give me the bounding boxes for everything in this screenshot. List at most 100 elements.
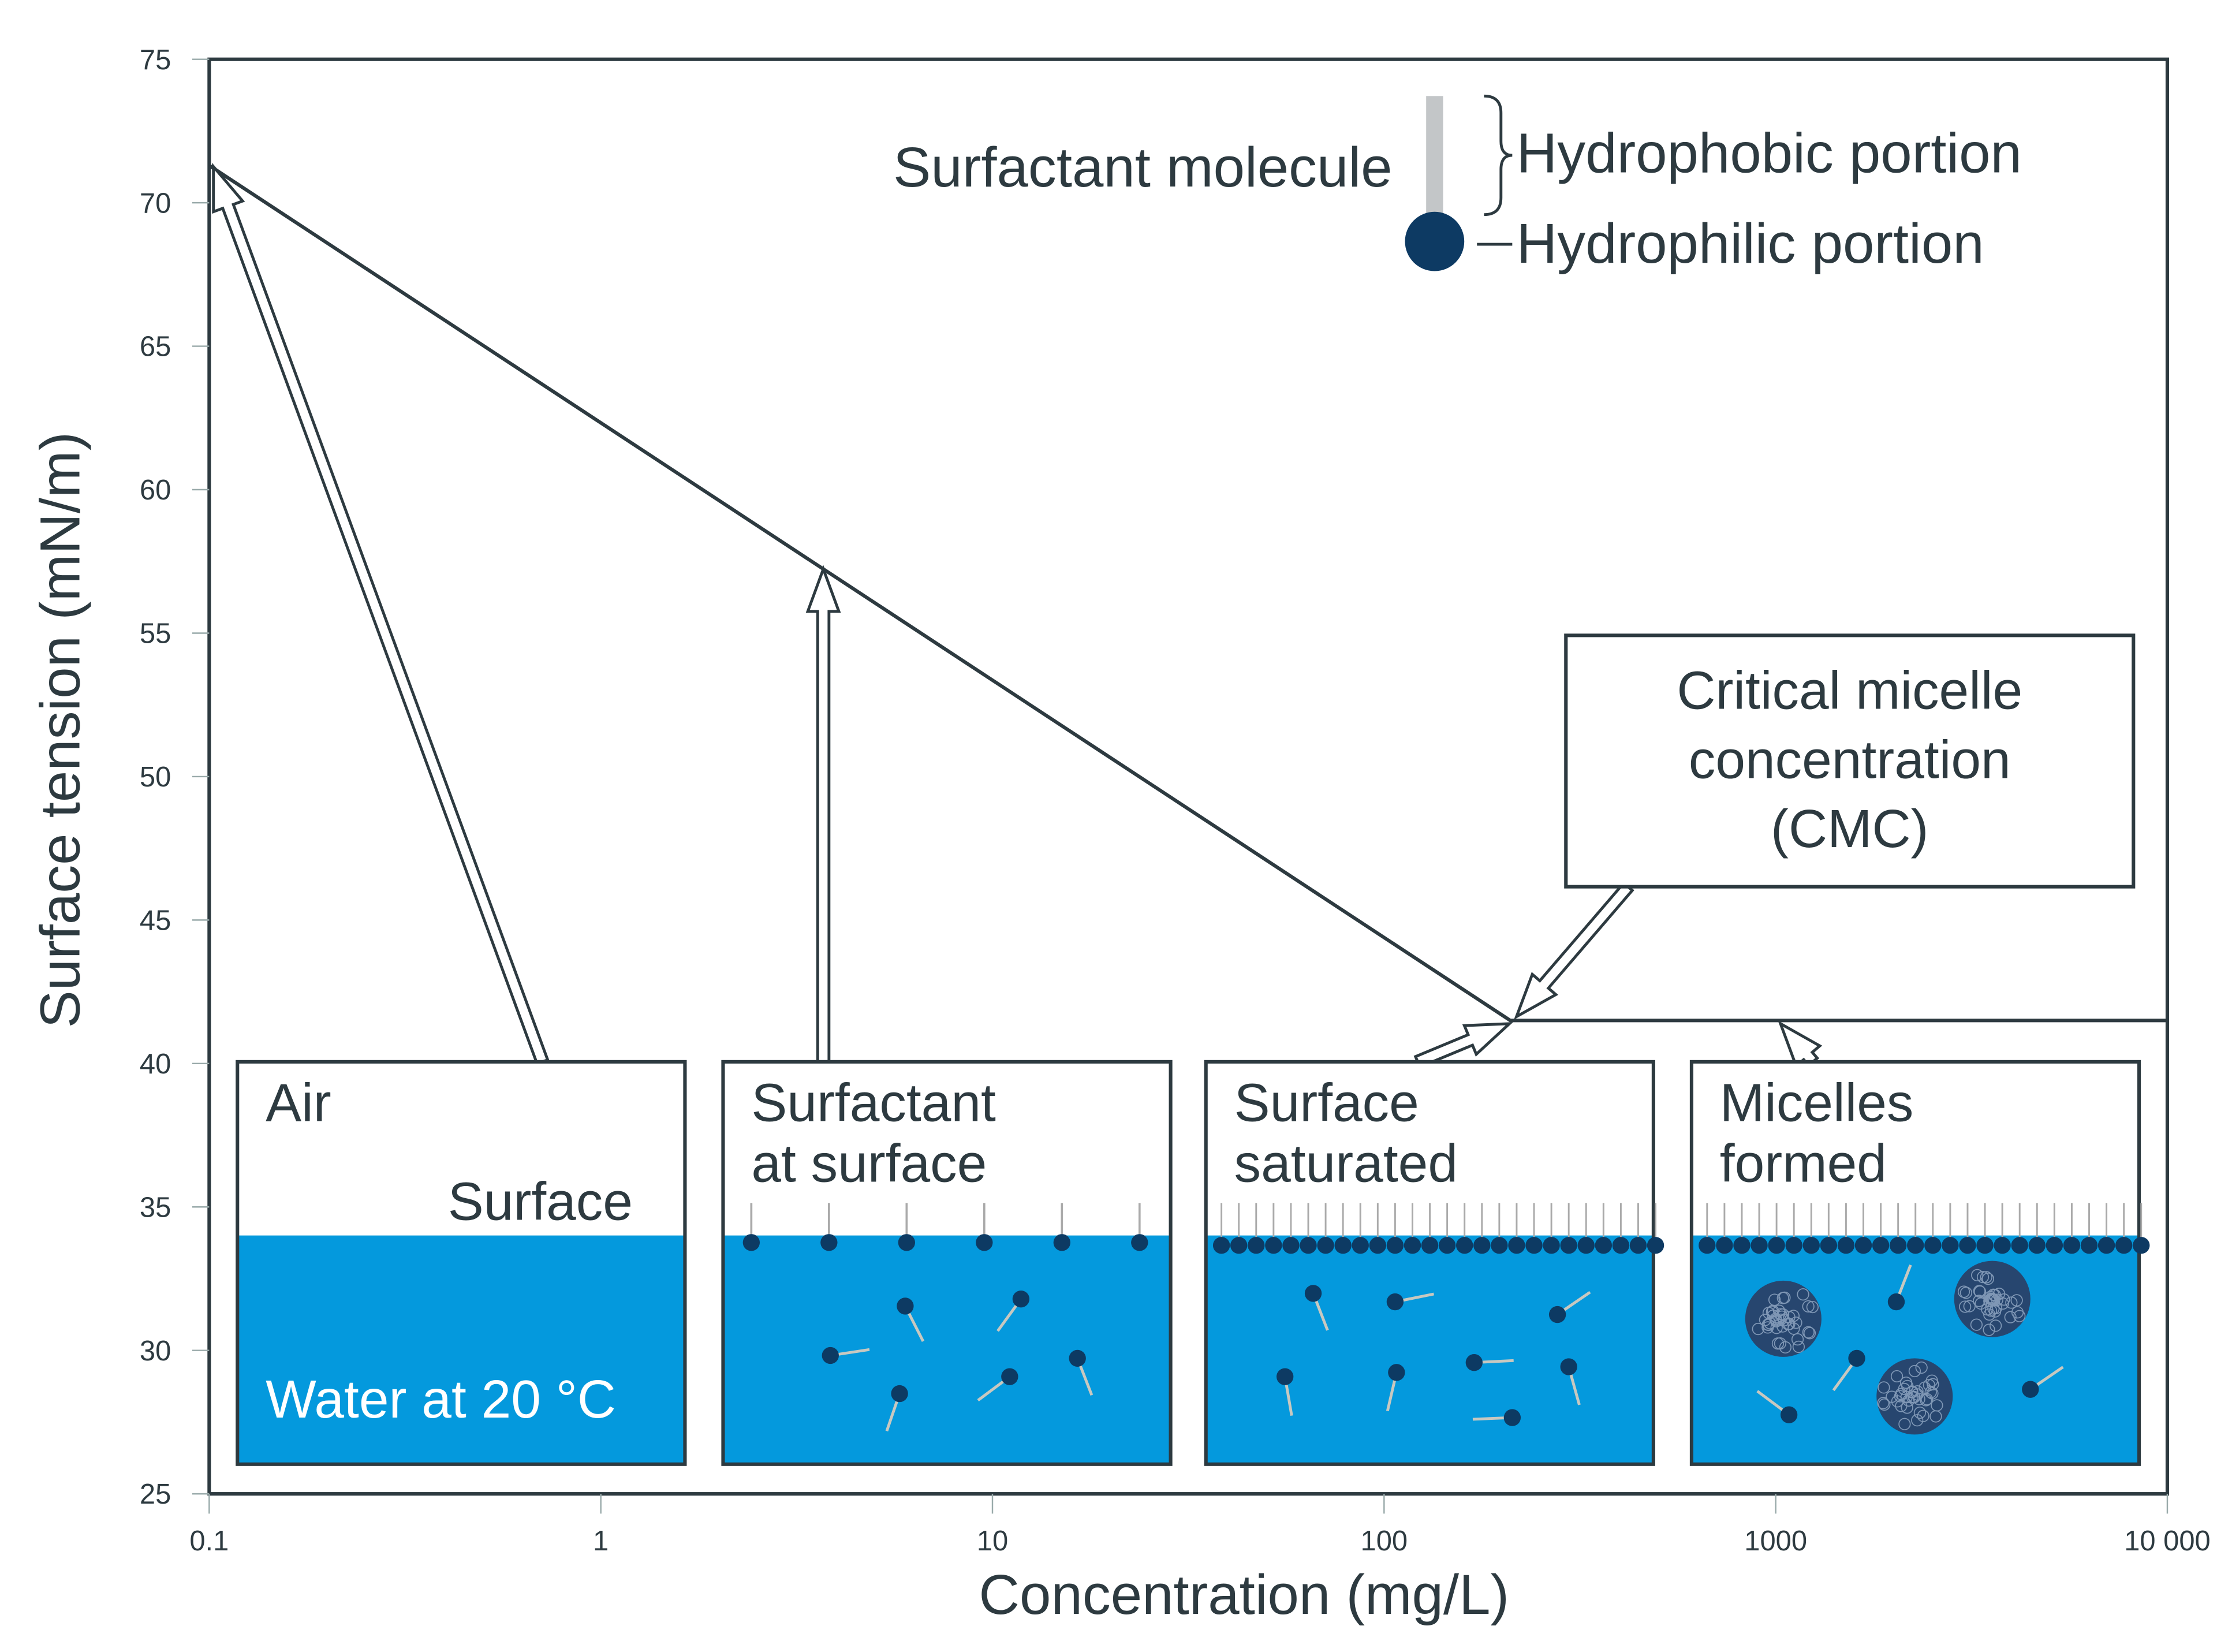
panel-clean: Air Surface Water at 20 °C	[236, 1060, 687, 1466]
panel-label-line2: saturated	[1234, 1133, 1458, 1194]
molecule-head	[1503, 1409, 1521, 1426]
micelle-surfactant	[1901, 1401, 1913, 1414]
micelle-surfactant	[1913, 1406, 1927, 1419]
molecule-head	[1304, 1285, 1322, 1302]
surface-molecule-head	[1560, 1237, 1577, 1254]
x-tick-label: 1000	[1744, 1526, 1807, 1557]
micelle-body	[1954, 1261, 2031, 1337]
surface-molecule-head	[1924, 1237, 1942, 1254]
surface-molecule-head	[1317, 1237, 1334, 1254]
cmc-line1: Critical micelle	[1677, 661, 2022, 721]
x-tick-label: 0.1	[189, 1526, 229, 1557]
cmc-line2: concentration	[1689, 729, 2011, 789]
molecule-head	[1560, 1358, 1577, 1375]
surface-molecule-head	[1525, 1237, 1543, 1254]
micelle-surfactant	[1803, 1327, 1816, 1340]
surface-molecule-head	[1854, 1237, 1872, 1254]
y-tick-label: 70	[140, 188, 171, 219]
surface-molecule-head	[1595, 1237, 1612, 1254]
surface-molecule-head	[1820, 1237, 1838, 1254]
surface-molecule-head	[1369, 1237, 1386, 1254]
x-tick-label: 10 000	[2124, 1526, 2211, 1557]
surface-molecule-head	[1716, 1237, 1733, 1254]
surface-molecule-head	[1230, 1237, 1248, 1254]
micelle-surfactant	[1959, 1300, 1972, 1313]
y-axis-label: Surface tension (mN/m)	[28, 432, 91, 1028]
micelle-surfactant	[1776, 1320, 1789, 1333]
surface-molecule-head	[1456, 1237, 1473, 1254]
panel-label-line1: Surfactant	[751, 1073, 996, 1133]
micelle-surfactant	[1878, 1381, 1890, 1394]
surface-molecule-head	[1994, 1237, 2011, 1254]
surface-molecule-head	[1212, 1237, 1230, 1254]
micelle-surfactant	[1898, 1418, 1911, 1430]
molecule-head	[1887, 1293, 1905, 1311]
panel-label-line2: Surface	[448, 1172, 633, 1232]
arrow-surface-saturated	[1413, 1022, 1514, 1069]
panel-label-line2: at surface	[751, 1133, 987, 1194]
micelle-surfactant	[1776, 1308, 1790, 1321]
micelle-surfactant	[1987, 1288, 2000, 1301]
micelle-surfactant	[1774, 1337, 1787, 1350]
legend-title: Surfactant molecule	[893, 135, 1392, 199]
surface-molecule-head	[1404, 1237, 1421, 1254]
surface-molecule-head	[1751, 1237, 1768, 1254]
surface-molecule-head	[1248, 1237, 1265, 1254]
surface-molecule-head	[1300, 1237, 1317, 1254]
y-tick-label: 45	[140, 905, 171, 936]
micelle-surfactant	[1752, 1322, 1764, 1336]
micelle-surfactant	[2011, 1306, 2024, 1319]
molecule-head	[1548, 1306, 1566, 1323]
micelle-surfactant	[1890, 1370, 1904, 1383]
panel-water	[1205, 1235, 1654, 1464]
surface-molecule-head	[1647, 1237, 1664, 1254]
x-tick-label: 100	[1361, 1526, 1408, 1557]
surface-molecule-head	[898, 1234, 915, 1251]
y-tick-label: 30	[140, 1336, 171, 1367]
micelle-surfactant	[2005, 1296, 2018, 1309]
surface-tension-line	[208, 163, 2167, 1023]
surface-molecule-head	[2115, 1237, 2133, 1254]
y-axis: 25 30 35 40 45 50 55 60 65 70 75	[140, 44, 210, 1510]
surface-molecule-head	[1386, 1237, 1404, 1254]
micelle-surfactant	[1984, 1291, 1996, 1303]
micelle-surfactant	[1981, 1272, 1994, 1285]
micelle-surfactant	[1990, 1302, 2003, 1315]
surface-molecule-head	[820, 1234, 838, 1251]
micelle-surfactant	[2004, 1311, 2017, 1323]
molecule-head	[1465, 1354, 1483, 1371]
micelle-surfactant	[1990, 1319, 2002, 1332]
surface-molecule-head	[1629, 1237, 1647, 1254]
surface-molecule-head	[1802, 1237, 1820, 1254]
surface-molecule-head	[742, 1234, 760, 1251]
surface-molecule-head	[1942, 1237, 1959, 1254]
molecule-head	[1388, 1364, 1405, 1381]
legend-hydrophilic: Hydrophilic portion	[1517, 211, 1984, 275]
micelle-surfactant	[1973, 1285, 1985, 1297]
micelle-surfactant	[1762, 1318, 1775, 1332]
surface-molecule-head	[2080, 1237, 2098, 1254]
surface-molecule-head	[1785, 1237, 1802, 1254]
micelle-surfactant	[1878, 1398, 1891, 1411]
surface-molecule-head	[2063, 1237, 2081, 1254]
micelle-surfactant	[1973, 1285, 1987, 1298]
micelle-surfactant	[1960, 1286, 1973, 1299]
water-label: Water at 20 °C	[266, 1369, 616, 1429]
brace-icon	[1484, 94, 1513, 217]
x-tick-label: 10	[977, 1526, 1008, 1557]
micelle	[1954, 1261, 2031, 1337]
surface-molecule-head	[1907, 1237, 1924, 1254]
surface-molecule-head	[1265, 1237, 1282, 1254]
legend-hydrophobic: Hydrophobic portion	[1517, 121, 2022, 184]
micelle-surfactant	[1971, 1269, 1984, 1282]
micelle-surfactant	[1996, 1297, 2009, 1310]
y-tick-label: 25	[140, 1479, 171, 1510]
y-tick-label: 40	[140, 1049, 171, 1080]
molecule-head	[1780, 1406, 1798, 1423]
surface-molecule-head	[2011, 1237, 2028, 1254]
micelle-surfactant	[1908, 1364, 1921, 1378]
micelle-surfactant	[1923, 1379, 1935, 1392]
micelle-surfactant	[1983, 1323, 1995, 1336]
surface-molecule-head	[1421, 1237, 1439, 1254]
